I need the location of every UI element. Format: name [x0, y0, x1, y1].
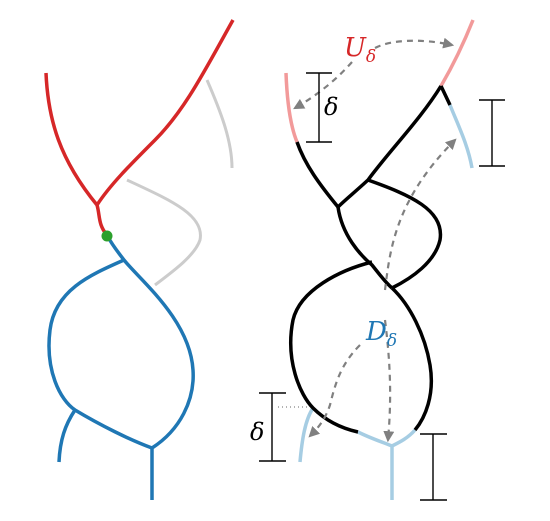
gray-strand: [126, 79, 234, 287]
left-panel: [44, 19, 235, 500]
red-strand-left: [44, 72, 109, 237]
arrow-side: [383, 138, 457, 291]
delta-label-top: δ: [324, 93, 338, 121]
upper-end-left: [284, 72, 299, 143]
arrow-lower-left: [308, 344, 361, 438]
bracket-upper-right: [479, 99, 505, 167]
delta-label-bottom: δ: [250, 418, 264, 446]
blue-strand-branch: [57, 409, 77, 463]
braid-lower-left: [289, 260, 373, 434]
upper-end-right: [439, 19, 475, 87]
lower-set-label: Dδ: [365, 317, 397, 351]
braid-lower-right: [390, 286, 434, 432]
right-panel: Uδ Dδ δ δ: [250, 19, 505, 501]
blue-strand-main: [105, 234, 195, 500]
bracket-upper-left: [306, 72, 332, 143]
arrow-lower-right: [383, 319, 395, 443]
upper-set-label: Uδ: [344, 33, 376, 67]
braid-right-top: [336, 85, 452, 209]
arrow-upper-right: [374, 37, 455, 49]
blue-strand-loop: [47, 258, 153, 450]
braid-cross-2: [336, 206, 394, 290]
braid-left-top: [295, 141, 340, 209]
arrow-upper-left: [293, 61, 353, 110]
lower-end-right: [357, 428, 417, 500]
side-end-right: [448, 104, 474, 169]
bracket-lower-left: [259, 392, 286, 462]
red-strand-right: [95, 19, 235, 206]
lower-end-left: [298, 407, 315, 463]
braid-cross-1: [367, 178, 443, 290]
bracket-lower-right: [420, 433, 447, 501]
junction-point: [101, 230, 113, 242]
